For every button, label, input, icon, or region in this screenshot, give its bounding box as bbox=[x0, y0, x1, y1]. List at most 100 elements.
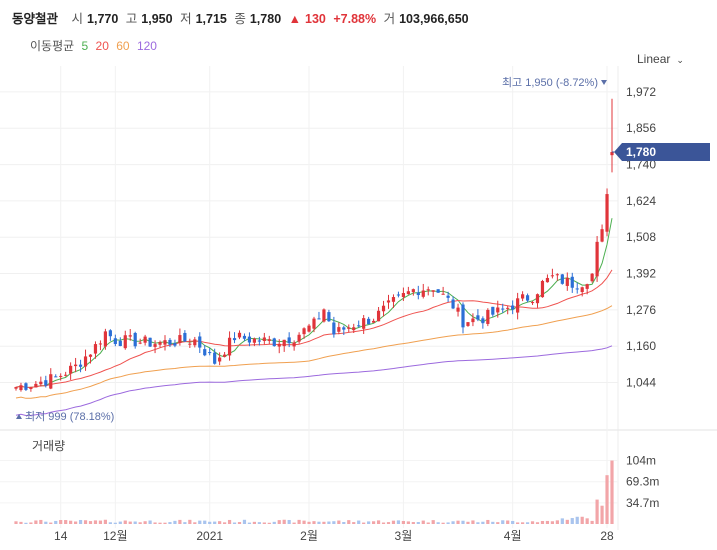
volume-bar bbox=[530, 521, 535, 524]
candle-body bbox=[471, 318, 475, 323]
max-marker-icon bbox=[601, 80, 607, 85]
volume-bar bbox=[347, 520, 351, 524]
volume-bar bbox=[24, 522, 28, 524]
volume-bar bbox=[471, 520, 475, 524]
ma-120-label[interactable]: 120 bbox=[136, 39, 157, 53]
candle-body bbox=[367, 318, 371, 325]
candle-body bbox=[252, 338, 256, 343]
candle-body bbox=[426, 289, 430, 291]
volume-bar bbox=[540, 520, 545, 524]
candle-body bbox=[357, 325, 361, 327]
candle-body bbox=[381, 305, 386, 312]
candle-body bbox=[347, 327, 351, 329]
volume-bar bbox=[282, 519, 286, 524]
volume-bar bbox=[198, 520, 202, 524]
volume-bar bbox=[511, 520, 515, 524]
candle-body bbox=[227, 337, 232, 356]
candle-body bbox=[337, 327, 341, 332]
volume-bar bbox=[158, 522, 162, 524]
volume-bar bbox=[421, 520, 425, 524]
candle-body bbox=[396, 294, 401, 296]
candle-body bbox=[282, 339, 286, 347]
volume-bar bbox=[29, 522, 33, 524]
volume-bar bbox=[605, 475, 609, 524]
volume-bar bbox=[352, 522, 356, 524]
volume-bar bbox=[153, 522, 157, 524]
candle-body bbox=[153, 344, 157, 347]
volume-bar bbox=[376, 520, 381, 524]
volume-bar bbox=[203, 520, 207, 524]
candle-body bbox=[481, 318, 485, 324]
volume-bar bbox=[302, 520, 306, 524]
volume-bar bbox=[381, 522, 386, 524]
x-tick-label: 2021 bbox=[196, 529, 223, 543]
candle-body bbox=[461, 304, 465, 328]
volume-bar bbox=[337, 520, 341, 524]
volume-bar bbox=[436, 522, 440, 524]
candle-body bbox=[501, 308, 505, 310]
candle-body bbox=[118, 340, 122, 346]
candle-body bbox=[24, 383, 28, 390]
candle-body bbox=[431, 290, 435, 292]
candle-body bbox=[247, 336, 252, 343]
volume-bar bbox=[585, 518, 589, 524]
max-price-annotation: 최고 1,950 (-8.72%) bbox=[502, 76, 598, 89]
scale-toggle[interactable]: Linear ⌄ bbox=[637, 52, 684, 66]
volume-bar bbox=[342, 522, 346, 524]
candle-body bbox=[307, 325, 311, 332]
candle-body bbox=[530, 302, 535, 304]
volume-bar bbox=[262, 522, 266, 524]
candle-body bbox=[39, 381, 43, 385]
volume-bar bbox=[362, 522, 366, 524]
volume-bar bbox=[138, 522, 142, 524]
candle-body bbox=[416, 292, 420, 296]
volume-bar bbox=[39, 519, 43, 524]
candle-body bbox=[267, 339, 271, 341]
volume-bar bbox=[441, 522, 445, 524]
volume-bar bbox=[34, 520, 38, 524]
candle-body bbox=[372, 320, 376, 323]
candle-body bbox=[401, 293, 405, 298]
volume-bar bbox=[367, 521, 371, 524]
candle-body bbox=[406, 291, 410, 295]
candle-body bbox=[203, 349, 207, 356]
candle-body bbox=[183, 332, 187, 342]
x-tick-label: 12월 bbox=[103, 529, 127, 543]
candle-body bbox=[19, 385, 23, 391]
ma-5-label[interactable]: 5 bbox=[81, 39, 89, 53]
close-label: 종 bbox=[234, 12, 246, 26]
candle-body bbox=[198, 336, 202, 348]
volume-bar bbox=[74, 521, 78, 524]
candle-body bbox=[133, 332, 137, 347]
volume-bar bbox=[396, 520, 401, 524]
volume-bar bbox=[208, 521, 212, 524]
ma-legend-label: 이동평균 bbox=[30, 39, 75, 53]
volume-bar bbox=[431, 520, 435, 524]
candle-body bbox=[262, 337, 266, 341]
min-price-annotation: 최저 999 (78.18%) bbox=[25, 410, 114, 423]
volume-bar bbox=[535, 522, 540, 524]
volume-bar bbox=[54, 520, 58, 524]
candle-body bbox=[506, 307, 510, 309]
volume-bar bbox=[600, 505, 604, 524]
candle-body bbox=[54, 376, 58, 378]
candle-body bbox=[34, 383, 38, 388]
volume-bar bbox=[297, 519, 301, 524]
candle-body bbox=[29, 387, 33, 390]
candle-body bbox=[441, 293, 445, 295]
ma-20-label[interactable]: 20 bbox=[95, 39, 109, 53]
candle-body bbox=[237, 332, 242, 338]
change-percent: +7.88% bbox=[333, 12, 377, 26]
volume-bar bbox=[223, 522, 227, 524]
volume-bar bbox=[491, 521, 495, 524]
ma-60-label[interactable]: 60 bbox=[116, 39, 130, 53]
candle-body bbox=[168, 339, 172, 345]
high-value: 1,950 bbox=[141, 12, 173, 26]
volume-bar bbox=[272, 521, 276, 524]
candle-body bbox=[302, 328, 306, 335]
volume-bar bbox=[327, 521, 331, 524]
x-tick-label: 3월 bbox=[395, 529, 413, 543]
candle-body bbox=[352, 327, 356, 331]
candle-body bbox=[14, 387, 18, 389]
